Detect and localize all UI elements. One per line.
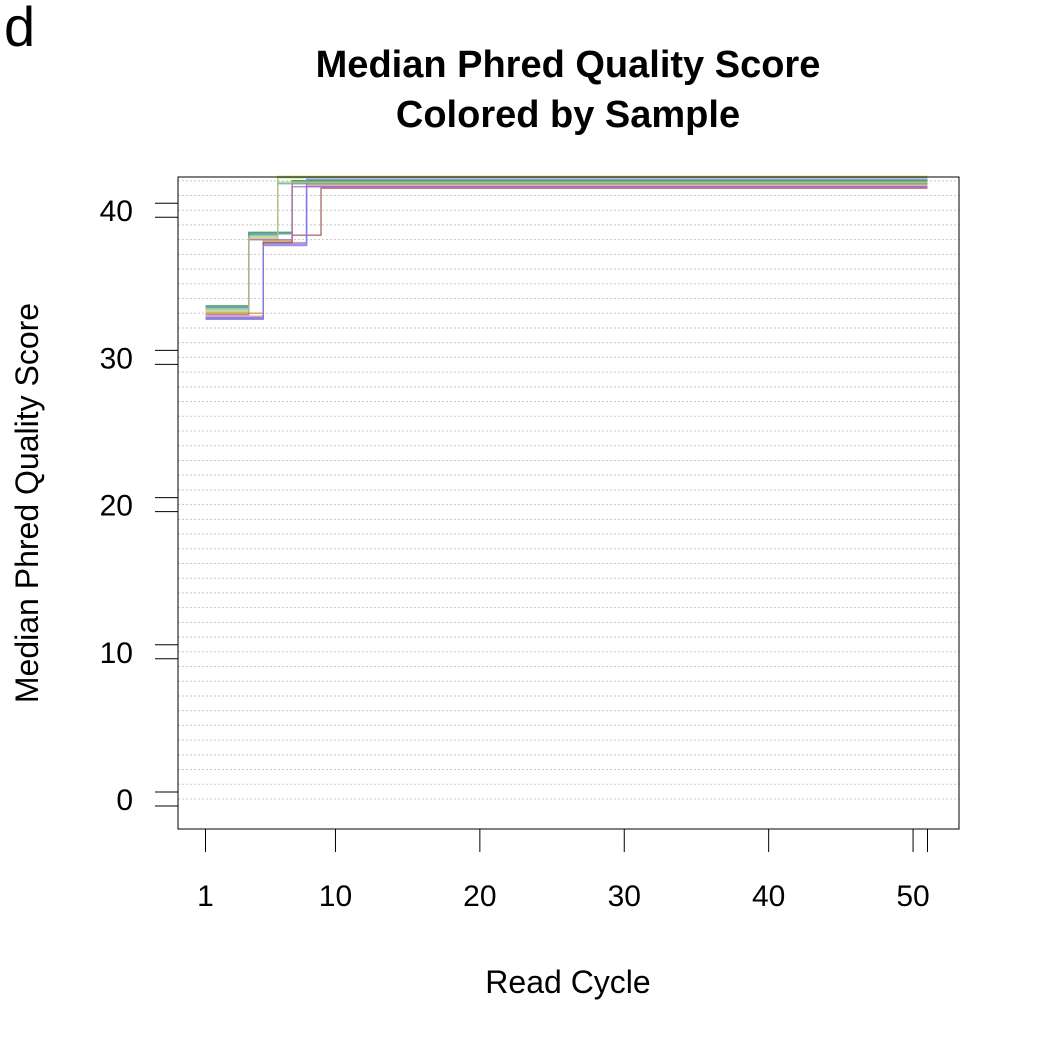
x-tick-label: 50: [896, 880, 929, 913]
series-line-7: [205, 185, 928, 320]
y-tick-label: 30: [100, 342, 133, 375]
y-tick-label: 20: [100, 490, 133, 523]
y-tick-label: 40: [100, 195, 133, 228]
series-line-12: [205, 181, 928, 313]
series-line-3: [205, 175, 928, 311]
chart-title: Median Phred Quality Score: [315, 44, 821, 86]
series-line-9: [205, 183, 928, 310]
panel-label: d: [4, 0, 36, 58]
series-line-2: [205, 181, 928, 309]
series-lines: [205, 175, 928, 320]
x-tick-label: 10: [319, 880, 352, 913]
x-tick-label: 40: [752, 880, 785, 913]
x-axis-title: Read Cycle: [485, 964, 650, 1000]
y-tick-label: 0: [116, 784, 133, 817]
series-line-5: [205, 183, 928, 314]
x-tick-label: 30: [608, 880, 641, 913]
y-axis: 0 10 20 30 40: [100, 195, 178, 817]
series-line-1: [205, 180, 928, 307]
y-axis-title: Median Phred Quality Score: [9, 303, 45, 703]
series-line-4: [205, 177, 928, 314]
series-line-11: [205, 178, 928, 319]
series-line-10: [205, 185, 928, 316]
series-line-6: [205, 184, 928, 317]
x-axis: 1 10 20 30 40 50: [197, 829, 930, 913]
chart-subtitle: Colored by Sample: [395, 94, 741, 136]
x-tick-label: 20: [463, 880, 496, 913]
y-tick-label: 10: [100, 637, 133, 670]
x-tick-label: 1: [197, 880, 214, 913]
plot-frame: [177, 176, 960, 830]
gridlines: [178, 180, 959, 800]
